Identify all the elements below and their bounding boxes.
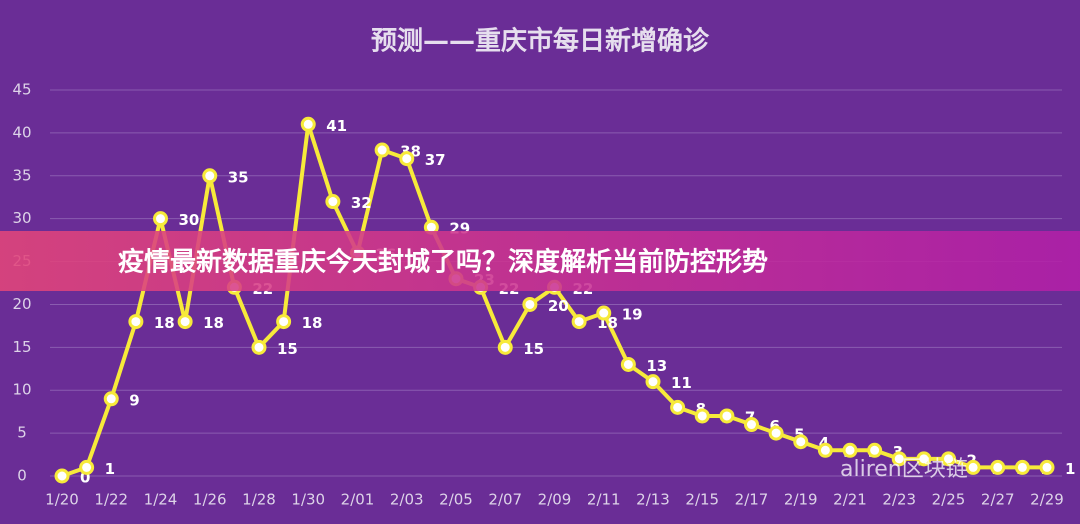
- y-tick-label: 5: [17, 424, 27, 442]
- watermark: aliren区块链: [840, 457, 968, 482]
- data-point: [990, 459, 1006, 475]
- data-point: [1014, 459, 1030, 475]
- data-point: [522, 296, 538, 312]
- x-tick-label: 2/19: [784, 491, 818, 509]
- data-label: 18: [154, 314, 175, 332]
- x-tick-label: 2/15: [685, 491, 719, 509]
- data-point: [817, 442, 833, 458]
- data-label: 15: [277, 340, 298, 358]
- data-label: 35: [228, 168, 249, 186]
- data-point: [670, 399, 686, 415]
- data-point: [596, 305, 612, 321]
- data-point: [276, 314, 292, 330]
- data-point: [103, 391, 119, 407]
- data-point: [1039, 459, 1055, 475]
- y-tick-label: 45: [12, 81, 31, 99]
- x-tick-label: 1/28: [242, 491, 276, 509]
- data-label: 30: [179, 211, 200, 229]
- chart-title: 预测——重庆市每日新增确诊: [371, 26, 710, 57]
- data-point: [744, 417, 759, 433]
- banner-band: [0, 231, 1080, 291]
- data-point: [916, 451, 932, 467]
- data-point: [54, 468, 70, 484]
- x-tick-label: 1/22: [94, 491, 128, 509]
- data-label: 1: [105, 460, 115, 478]
- data-point: [374, 142, 390, 158]
- x-tick-label: 2/21: [833, 491, 867, 509]
- data-label: 20: [548, 297, 569, 315]
- x-tick-label: 2/27: [981, 491, 1015, 509]
- x-tick-label: 2/01: [341, 491, 375, 509]
- y-tick-label: 30: [12, 209, 31, 227]
- data-point: [251, 339, 267, 355]
- data-point: [793, 434, 809, 450]
- x-tick-label: 2/13: [636, 491, 670, 509]
- data-label: 13: [646, 357, 667, 375]
- data-point: [153, 211, 168, 227]
- data-point: [842, 442, 858, 458]
- y-tick-label: 0: [17, 467, 27, 485]
- data-label: 19: [622, 306, 643, 324]
- data-label: 32: [351, 194, 372, 212]
- data-point: [202, 168, 218, 184]
- banner-text: 疫情最新数据重庆今天封城了吗？深度解析当前防控形势: [118, 247, 768, 278]
- x-tick-label: 1/20: [45, 491, 79, 509]
- y-tick-label: 40: [12, 123, 31, 141]
- data-label: 37: [425, 151, 446, 169]
- data-point: [941, 451, 956, 467]
- data-point: [177, 314, 193, 330]
- data-point: [79, 459, 95, 475]
- data-label: 15: [523, 340, 544, 358]
- data-point: [571, 314, 587, 330]
- data-label: 11: [671, 374, 692, 392]
- data-point: [891, 451, 907, 467]
- data-label: 18: [302, 314, 323, 332]
- x-tick-label: 2/29: [1030, 491, 1064, 509]
- data-point: [965, 459, 981, 475]
- data-label: 18: [203, 314, 224, 332]
- x-tick-label: 2/07: [488, 491, 522, 509]
- data-label: 0: [80, 469, 90, 487]
- data-point: [620, 356, 636, 372]
- x-tick-label: 1/24: [144, 491, 178, 509]
- x-tick-label: 2/25: [932, 491, 966, 509]
- data-label: 41: [326, 117, 347, 135]
- data-label: 1: [1065, 460, 1075, 478]
- data-point: [719, 408, 735, 424]
- x-tick-label: 2/23: [882, 491, 916, 509]
- x-tick-label: 1/30: [291, 491, 325, 509]
- x-tick-label: 1/26: [193, 491, 227, 509]
- data-point: [768, 425, 784, 441]
- x-tick-label: 2/03: [390, 491, 424, 509]
- data-point: [645, 374, 661, 390]
- data-point: [867, 442, 883, 458]
- y-tick-label: 35: [12, 166, 31, 184]
- x-tick-label: 2/17: [735, 491, 769, 509]
- data-point: [325, 194, 341, 210]
- y-tick-label: 20: [12, 295, 31, 313]
- y-tick-label: 15: [12, 338, 31, 356]
- data-point: [694, 408, 710, 424]
- data-point: [300, 116, 316, 132]
- x-tick-label: 2/11: [587, 491, 621, 509]
- y-tick-label: 10: [12, 381, 31, 399]
- data-point: [399, 151, 415, 167]
- x-tick-label: 2/09: [538, 491, 572, 509]
- data-point: [497, 339, 513, 355]
- data-label: 9: [129, 391, 139, 409]
- x-tick-label: 2/05: [439, 491, 473, 509]
- data-point: [128, 314, 144, 330]
